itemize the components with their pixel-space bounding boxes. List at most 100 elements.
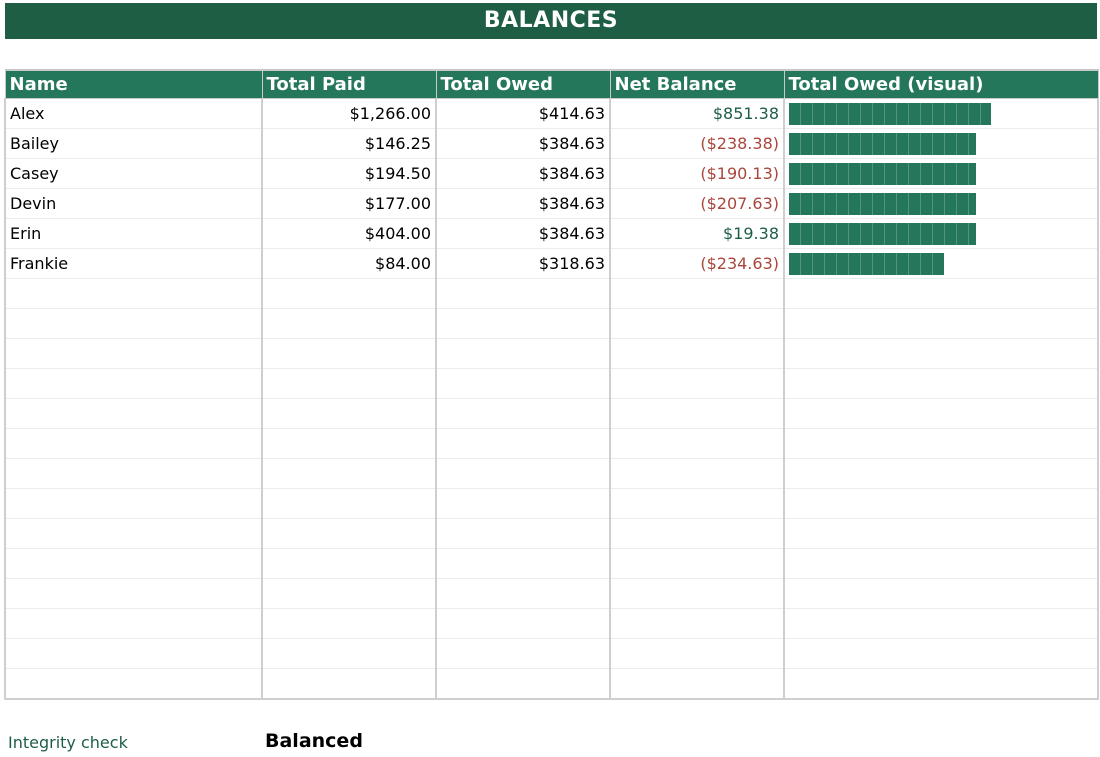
- cell-total-owed-visual[interactable]: [783, 398, 1099, 429]
- cell-name[interactable]: [4, 458, 263, 489]
- cell-total-owed-visual[interactable]: [783, 308, 1099, 339]
- cell-total-owed[interactable]: [435, 398, 611, 429]
- cell-total-owed[interactable]: $318.63: [435, 248, 611, 279]
- cell-name[interactable]: [4, 668, 263, 700]
- cell-total-owed[interactable]: [435, 338, 611, 369]
- cell-total-owed-visual[interactable]: [783, 248, 1099, 279]
- cell-name[interactable]: [4, 638, 263, 669]
- cell-total-paid[interactable]: $84.00: [261, 248, 437, 279]
- cell-net-balance[interactable]: [609, 518, 785, 549]
- cell-total-owed-visual[interactable]: [783, 218, 1099, 249]
- cell-net-balance[interactable]: ($207.63): [609, 188, 785, 219]
- cell-total-owed-visual[interactable]: [783, 98, 1099, 129]
- cell-total-owed-visual[interactable]: [783, 638, 1099, 669]
- cell-total-owed-visual[interactable]: [783, 158, 1099, 189]
- cell-net-balance[interactable]: [609, 488, 785, 519]
- cell-name[interactable]: Erin: [4, 218, 263, 249]
- cell-total-owed-visual[interactable]: [783, 518, 1099, 549]
- cell-net-balance[interactable]: ($190.13): [609, 158, 785, 189]
- cell-total-owed[interactable]: [435, 578, 611, 609]
- cell-net-balance[interactable]: [609, 548, 785, 579]
- cell-total-paid[interactable]: $177.00: [261, 188, 437, 219]
- cell-net-balance[interactable]: [609, 308, 785, 339]
- cell-total-owed-visual[interactable]: [783, 668, 1099, 700]
- cell-name[interactable]: [4, 518, 263, 549]
- cell-total-owed[interactable]: [435, 308, 611, 339]
- cell-total-owed-visual[interactable]: [783, 548, 1099, 579]
- cell-total-owed[interactable]: [435, 488, 611, 519]
- cell-name[interactable]: [4, 428, 263, 459]
- cell-net-balance[interactable]: $851.38: [609, 98, 785, 129]
- cell-total-paid[interactable]: [261, 518, 437, 549]
- cell-total-owed[interactable]: $384.63: [435, 158, 611, 189]
- cell-total-owed[interactable]: $384.63: [435, 218, 611, 249]
- column-header-net-balance[interactable]: Net Balance: [609, 69, 785, 99]
- cell-total-paid[interactable]: [261, 308, 437, 339]
- cell-total-owed[interactable]: $384.63: [435, 128, 611, 159]
- cell-name[interactable]: [4, 338, 263, 369]
- cell-total-paid[interactable]: [261, 488, 437, 519]
- cell-total-paid[interactable]: [261, 608, 437, 639]
- cell-total-owed[interactable]: [435, 608, 611, 639]
- cell-name[interactable]: [4, 398, 263, 429]
- cell-total-paid[interactable]: $1,266.00: [261, 98, 437, 129]
- cell-net-balance[interactable]: [609, 338, 785, 369]
- cell-total-owed-visual[interactable]: [783, 488, 1099, 519]
- cell-net-balance[interactable]: [609, 668, 785, 700]
- cell-net-balance[interactable]: $19.38: [609, 218, 785, 249]
- cell-total-owed-visual[interactable]: [783, 368, 1099, 399]
- cell-total-owed[interactable]: [435, 668, 611, 700]
- cell-total-owed[interactable]: [435, 638, 611, 669]
- cell-total-owed[interactable]: [435, 518, 611, 549]
- cell-name[interactable]: [4, 608, 263, 639]
- cell-total-paid[interactable]: [261, 548, 437, 579]
- cell-net-balance[interactable]: [609, 428, 785, 459]
- cell-name[interactable]: Alex: [4, 98, 263, 129]
- cell-name[interactable]: [4, 578, 263, 609]
- cell-total-paid[interactable]: [261, 458, 437, 489]
- cell-net-balance[interactable]: [609, 278, 785, 309]
- cell-total-owed-visual[interactable]: [783, 338, 1099, 369]
- cell-name[interactable]: [4, 548, 263, 579]
- cell-total-paid[interactable]: [261, 668, 437, 700]
- cell-total-owed[interactable]: [435, 548, 611, 579]
- cell-total-owed-visual[interactable]: [783, 278, 1099, 309]
- cell-name[interactable]: Bailey: [4, 128, 263, 159]
- cell-net-balance[interactable]: ($238.38): [609, 128, 785, 159]
- column-header-total-owed-visual[interactable]: Total Owed (visual): [783, 69, 1099, 99]
- column-header-total-owed[interactable]: Total Owed: [435, 69, 611, 99]
- column-header-total-paid[interactable]: Total Paid: [261, 69, 437, 99]
- cell-total-owed-visual[interactable]: [783, 578, 1099, 609]
- cell-total-owed[interactable]: [435, 458, 611, 489]
- cell-name[interactable]: [4, 308, 263, 339]
- cell-name[interactable]: Frankie: [4, 248, 263, 279]
- cell-total-paid[interactable]: [261, 578, 437, 609]
- cell-total-owed-visual[interactable]: [783, 458, 1099, 489]
- cell-total-paid[interactable]: [261, 368, 437, 399]
- cell-net-balance[interactable]: [609, 638, 785, 669]
- cell-total-owed[interactable]: $414.63: [435, 98, 611, 129]
- cell-total-paid[interactable]: [261, 638, 437, 669]
- cell-total-owed-visual[interactable]: [783, 428, 1099, 459]
- cell-total-owed-visual[interactable]: [783, 128, 1099, 159]
- cell-net-balance[interactable]: [609, 458, 785, 489]
- cell-net-balance[interactable]: [609, 368, 785, 399]
- cell-total-paid[interactable]: [261, 278, 437, 309]
- column-header-name[interactable]: Name: [4, 69, 263, 99]
- integrity-check-value[interactable]: Balanced: [265, 730, 363, 752]
- cell-net-balance[interactable]: [609, 608, 785, 639]
- cell-total-paid[interactable]: [261, 338, 437, 369]
- cell-total-owed[interactable]: [435, 278, 611, 309]
- cell-total-owed[interactable]: [435, 368, 611, 399]
- cell-total-paid[interactable]: $146.25: [261, 128, 437, 159]
- cell-total-owed[interactable]: $384.63: [435, 188, 611, 219]
- cell-net-balance[interactable]: [609, 398, 785, 429]
- cell-net-balance[interactable]: ($234.63): [609, 248, 785, 279]
- cell-total-paid[interactable]: $404.00: [261, 218, 437, 249]
- cell-name[interactable]: [4, 488, 263, 519]
- cell-name[interactable]: Devin: [4, 188, 263, 219]
- cell-total-owed[interactable]: [435, 428, 611, 459]
- cell-total-owed-visual[interactable]: [783, 608, 1099, 639]
- cell-total-owed-visual[interactable]: [783, 188, 1099, 219]
- cell-name[interactable]: [4, 368, 263, 399]
